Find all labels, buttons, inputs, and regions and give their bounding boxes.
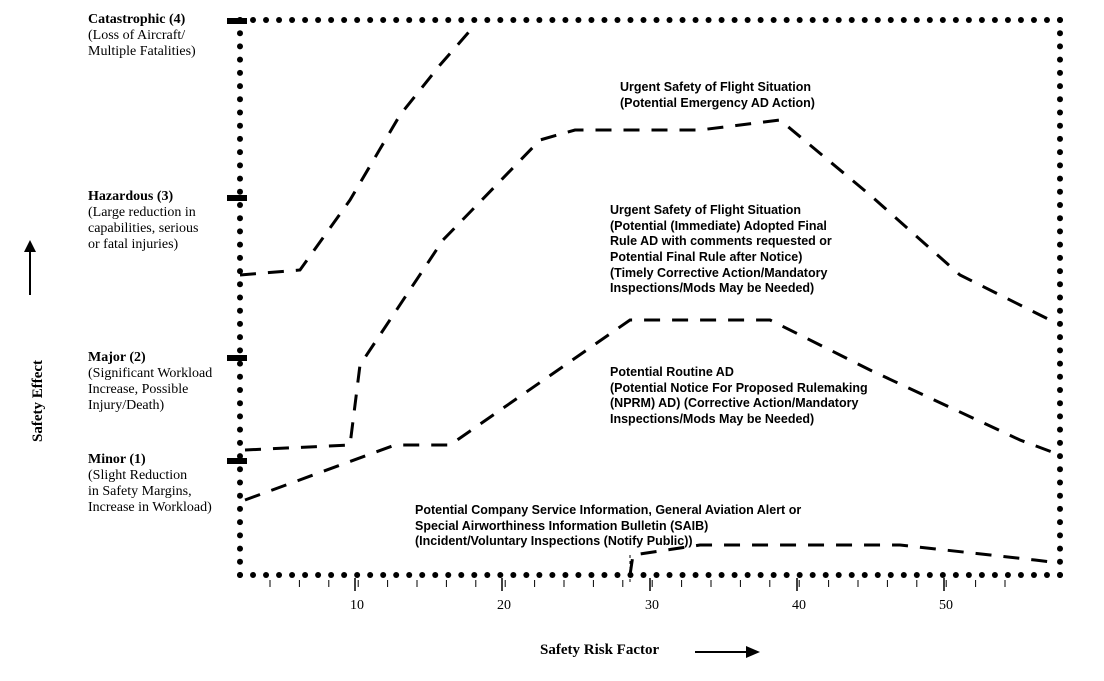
y-ticklabel-2-desc: (Significant WorkloadIncrease, PossibleI… — [88, 366, 212, 413]
x-ticklabel-40: 40 — [792, 598, 806, 614]
curve-boundary-1 — [240, 25, 475, 275]
y-tick-1 — [227, 458, 247, 464]
x-axis-arrow — [690, 644, 760, 660]
y-ticklabel-1-desc: (Slight Reductionin Safety Margins,Incre… — [88, 468, 212, 515]
y-ticklabel-3: Hazardous (3) (Large reduction incapabil… — [88, 189, 198, 253]
x-ticklabel-30: 30 — [645, 598, 659, 614]
y-ticklabel-4-desc: (Loss of Aircraft/Multiple Fatalities) — [88, 28, 196, 59]
y-tick-2 — [227, 355, 247, 361]
x-ticklabel-20: 20 — [497, 598, 511, 614]
region-label-urgent-immediate: Urgent Safety of Flight Situation(Potent… — [610, 203, 832, 297]
plot-svg — [0, 0, 1104, 681]
y-ticklabel-4: Catastrophic (4) (Loss of Aircraft/Multi… — [88, 12, 196, 60]
region-label-urgent-emergency: Urgent Safety of Flight Situation(Potent… — [620, 80, 815, 111]
y-ticklabel-2: Major (2) (Significant WorkloadIncrease,… — [88, 350, 212, 414]
x-ticklabel-50: 50 — [939, 598, 953, 614]
y-ticklabel-4-title: Catastrophic (4) — [88, 12, 185, 27]
y-axis-arrow — [22, 240, 38, 300]
y-ticklabel-3-desc: (Large reduction incapabilities, serious… — [88, 205, 198, 252]
y-tick-4 — [227, 18, 247, 24]
y-axis-label: Safety Effect — [30, 360, 47, 442]
y-ticklabel-1-title: Minor (1) — [88, 452, 146, 467]
x-axis-ticks — [270, 578, 1005, 591]
y-ticklabel-3-title: Hazardous (3) — [88, 189, 173, 204]
chart-container: Safety Effect Safety Risk Factor Catastr… — [0, 0, 1104, 681]
y-tick-3 — [227, 195, 247, 201]
region-label-saib: Potential Company Service Information, G… — [415, 503, 801, 550]
y-ticklabel-1: Minor (1) (Slight Reductionin Safety Mar… — [88, 452, 212, 516]
x-axis-label: Safety Risk Factor — [540, 642, 659, 659]
x-ticklabel-10: 10 — [350, 598, 364, 614]
y-ticklabel-2-title: Major (2) — [88, 350, 146, 365]
region-label-routine-ad: Potential Routine AD(Potential Notice Fo… — [610, 365, 868, 428]
